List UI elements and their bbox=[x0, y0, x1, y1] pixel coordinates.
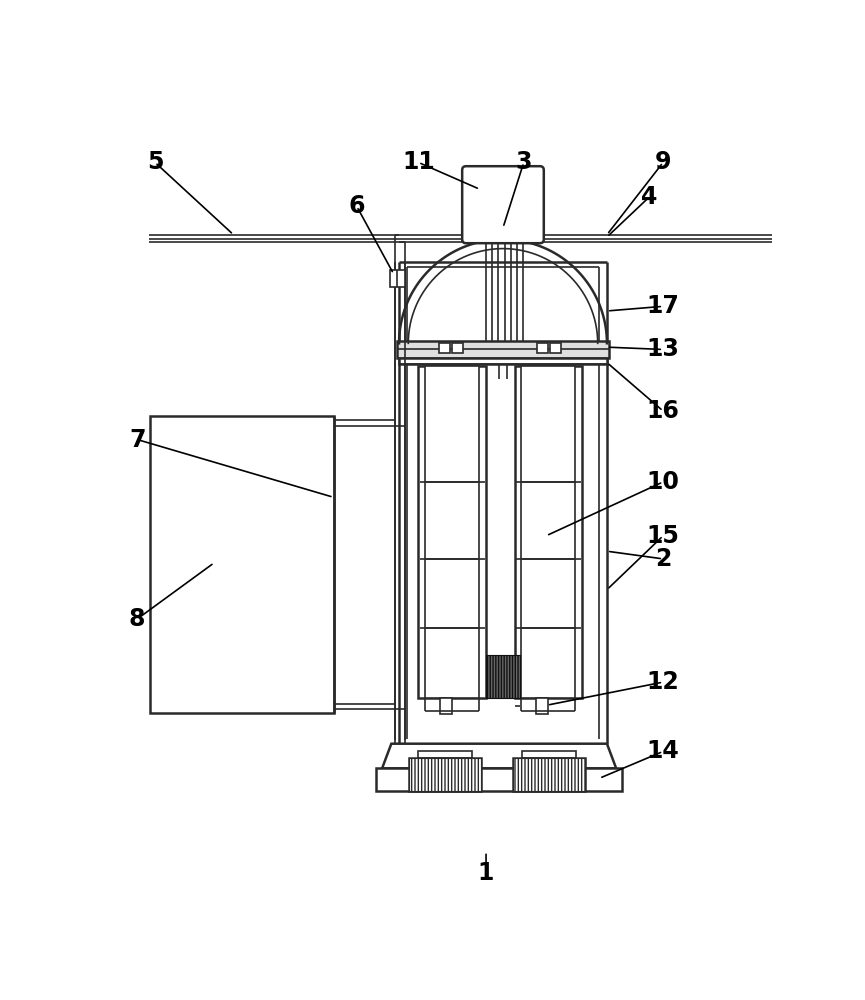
Bar bbox=[409, 758, 482, 791]
Polygon shape bbox=[382, 744, 616, 768]
Bar bbox=[513, 758, 586, 791]
Bar bbox=[513, 758, 586, 791]
Text: 9: 9 bbox=[655, 150, 671, 174]
Text: 12: 12 bbox=[647, 670, 680, 694]
Text: 6: 6 bbox=[349, 194, 365, 218]
Bar bbox=[537, 343, 548, 353]
Bar bbox=[409, 758, 482, 791]
Text: 2: 2 bbox=[655, 547, 671, 571]
Bar bbox=[550, 343, 561, 353]
Bar bbox=[439, 698, 452, 714]
Bar bbox=[151, 416, 334, 713]
Text: 8: 8 bbox=[129, 607, 145, 631]
Text: 13: 13 bbox=[647, 337, 680, 361]
Text: 16: 16 bbox=[647, 399, 680, 423]
Bar bbox=[419, 751, 472, 758]
Bar bbox=[397, 341, 609, 358]
Text: 15: 15 bbox=[647, 524, 680, 548]
Bar bbox=[419, 366, 486, 698]
Text: 5: 5 bbox=[147, 150, 163, 174]
Bar bbox=[376, 768, 622, 791]
Bar bbox=[439, 343, 450, 353]
Bar bbox=[515, 366, 582, 698]
Text: 7: 7 bbox=[129, 428, 145, 452]
Text: 1: 1 bbox=[477, 861, 494, 885]
Bar bbox=[522, 366, 575, 698]
Text: 10: 10 bbox=[647, 470, 680, 494]
Text: 17: 17 bbox=[647, 294, 680, 318]
Bar bbox=[426, 366, 479, 698]
FancyBboxPatch shape bbox=[462, 166, 544, 243]
Bar bbox=[399, 358, 607, 364]
Bar bbox=[390, 270, 405, 287]
Text: 11: 11 bbox=[402, 150, 435, 174]
Text: 4: 4 bbox=[641, 185, 657, 209]
Bar bbox=[522, 751, 576, 758]
Bar bbox=[536, 698, 548, 714]
Bar bbox=[486, 655, 520, 698]
Text: 3: 3 bbox=[516, 150, 532, 174]
Bar bbox=[452, 343, 463, 353]
Text: 14: 14 bbox=[647, 739, 680, 763]
